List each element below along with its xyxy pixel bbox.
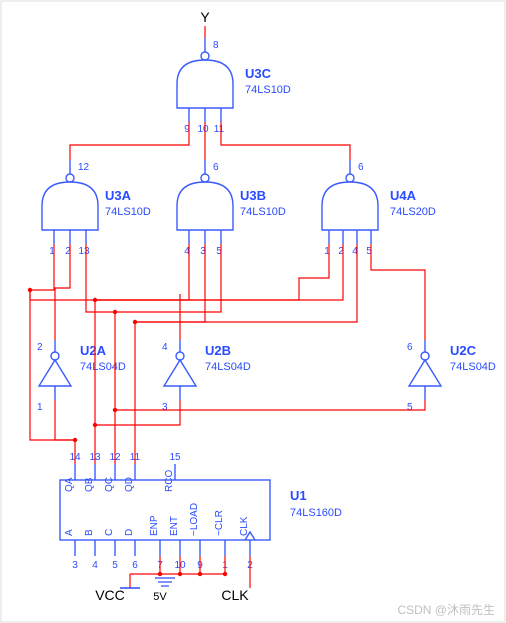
svg-text:74LS10D: 74LS10D: [105, 206, 151, 218]
svg-text:11: 11: [214, 124, 225, 135]
svg-text:CLK: CLK: [239, 516, 250, 536]
svg-text:10: 10: [197, 124, 209, 135]
svg-text:5V: 5V: [153, 591, 167, 603]
svg-text:U2C: U2C: [450, 343, 477, 358]
svg-text:QC: QC: [104, 477, 115, 492]
svg-text:Y: Y: [200, 9, 210, 25]
svg-text:3: 3: [72, 560, 78, 571]
svg-text:U2B: U2B: [205, 343, 231, 358]
svg-text:4: 4: [92, 560, 98, 571]
svg-text:B: B: [84, 529, 95, 536]
svg-text:U4A: U4A: [390, 188, 417, 203]
svg-text:RCO: RCO: [164, 470, 175, 492]
svg-text:74LS160D: 74LS160D: [290, 507, 342, 519]
svg-text:ENT: ENT: [169, 516, 180, 536]
svg-text:U3A: U3A: [105, 188, 132, 203]
svg-text:1: 1: [37, 402, 43, 413]
svg-text:5: 5: [407, 402, 413, 413]
svg-text:C: C: [104, 529, 115, 536]
svg-text:8: 8: [213, 40, 219, 51]
svg-text:12: 12: [78, 162, 90, 173]
svg-text:VCC: VCC: [95, 587, 125, 603]
svg-text:74LS10D: 74LS10D: [245, 84, 291, 96]
svg-text:74LS04D: 74LS04D: [450, 361, 496, 373]
svg-text:QD: QD: [124, 477, 135, 492]
svg-text:15: 15: [169, 452, 181, 463]
svg-text:6: 6: [132, 560, 138, 571]
svg-text:ENP: ENP: [149, 515, 160, 536]
svg-text:CLK: CLK: [221, 587, 249, 603]
svg-text:74LS04D: 74LS04D: [80, 361, 126, 373]
svg-text:QA: QA: [64, 477, 75, 492]
svg-text:~LOAD: ~LOAD: [189, 503, 200, 536]
svg-text:4: 4: [162, 342, 168, 353]
svg-text:QB: QB: [84, 477, 95, 492]
svg-text:U3B: U3B: [240, 188, 266, 203]
svg-text:CSDN @沐雨先生: CSDN @沐雨先生: [397, 603, 495, 617]
svg-text:U2A: U2A: [80, 343, 107, 358]
svg-text:6: 6: [407, 342, 413, 353]
svg-text:A: A: [64, 529, 75, 536]
svg-text:3: 3: [162, 402, 168, 413]
svg-text:6: 6: [358, 162, 364, 173]
svg-text:74LS10D: 74LS10D: [240, 206, 286, 218]
svg-text:U1: U1: [290, 488, 307, 503]
svg-text:2: 2: [37, 342, 43, 353]
svg-text:6: 6: [213, 162, 219, 173]
svg-text:74LS04D: 74LS04D: [205, 361, 251, 373]
svg-text:D: D: [124, 529, 135, 536]
svg-text:~CLR: ~CLR: [214, 510, 225, 536]
svg-text:5: 5: [112, 560, 118, 571]
svg-text:74LS20D: 74LS20D: [390, 206, 436, 218]
svg-text:13: 13: [78, 246, 90, 257]
svg-text:U3C: U3C: [245, 66, 272, 81]
